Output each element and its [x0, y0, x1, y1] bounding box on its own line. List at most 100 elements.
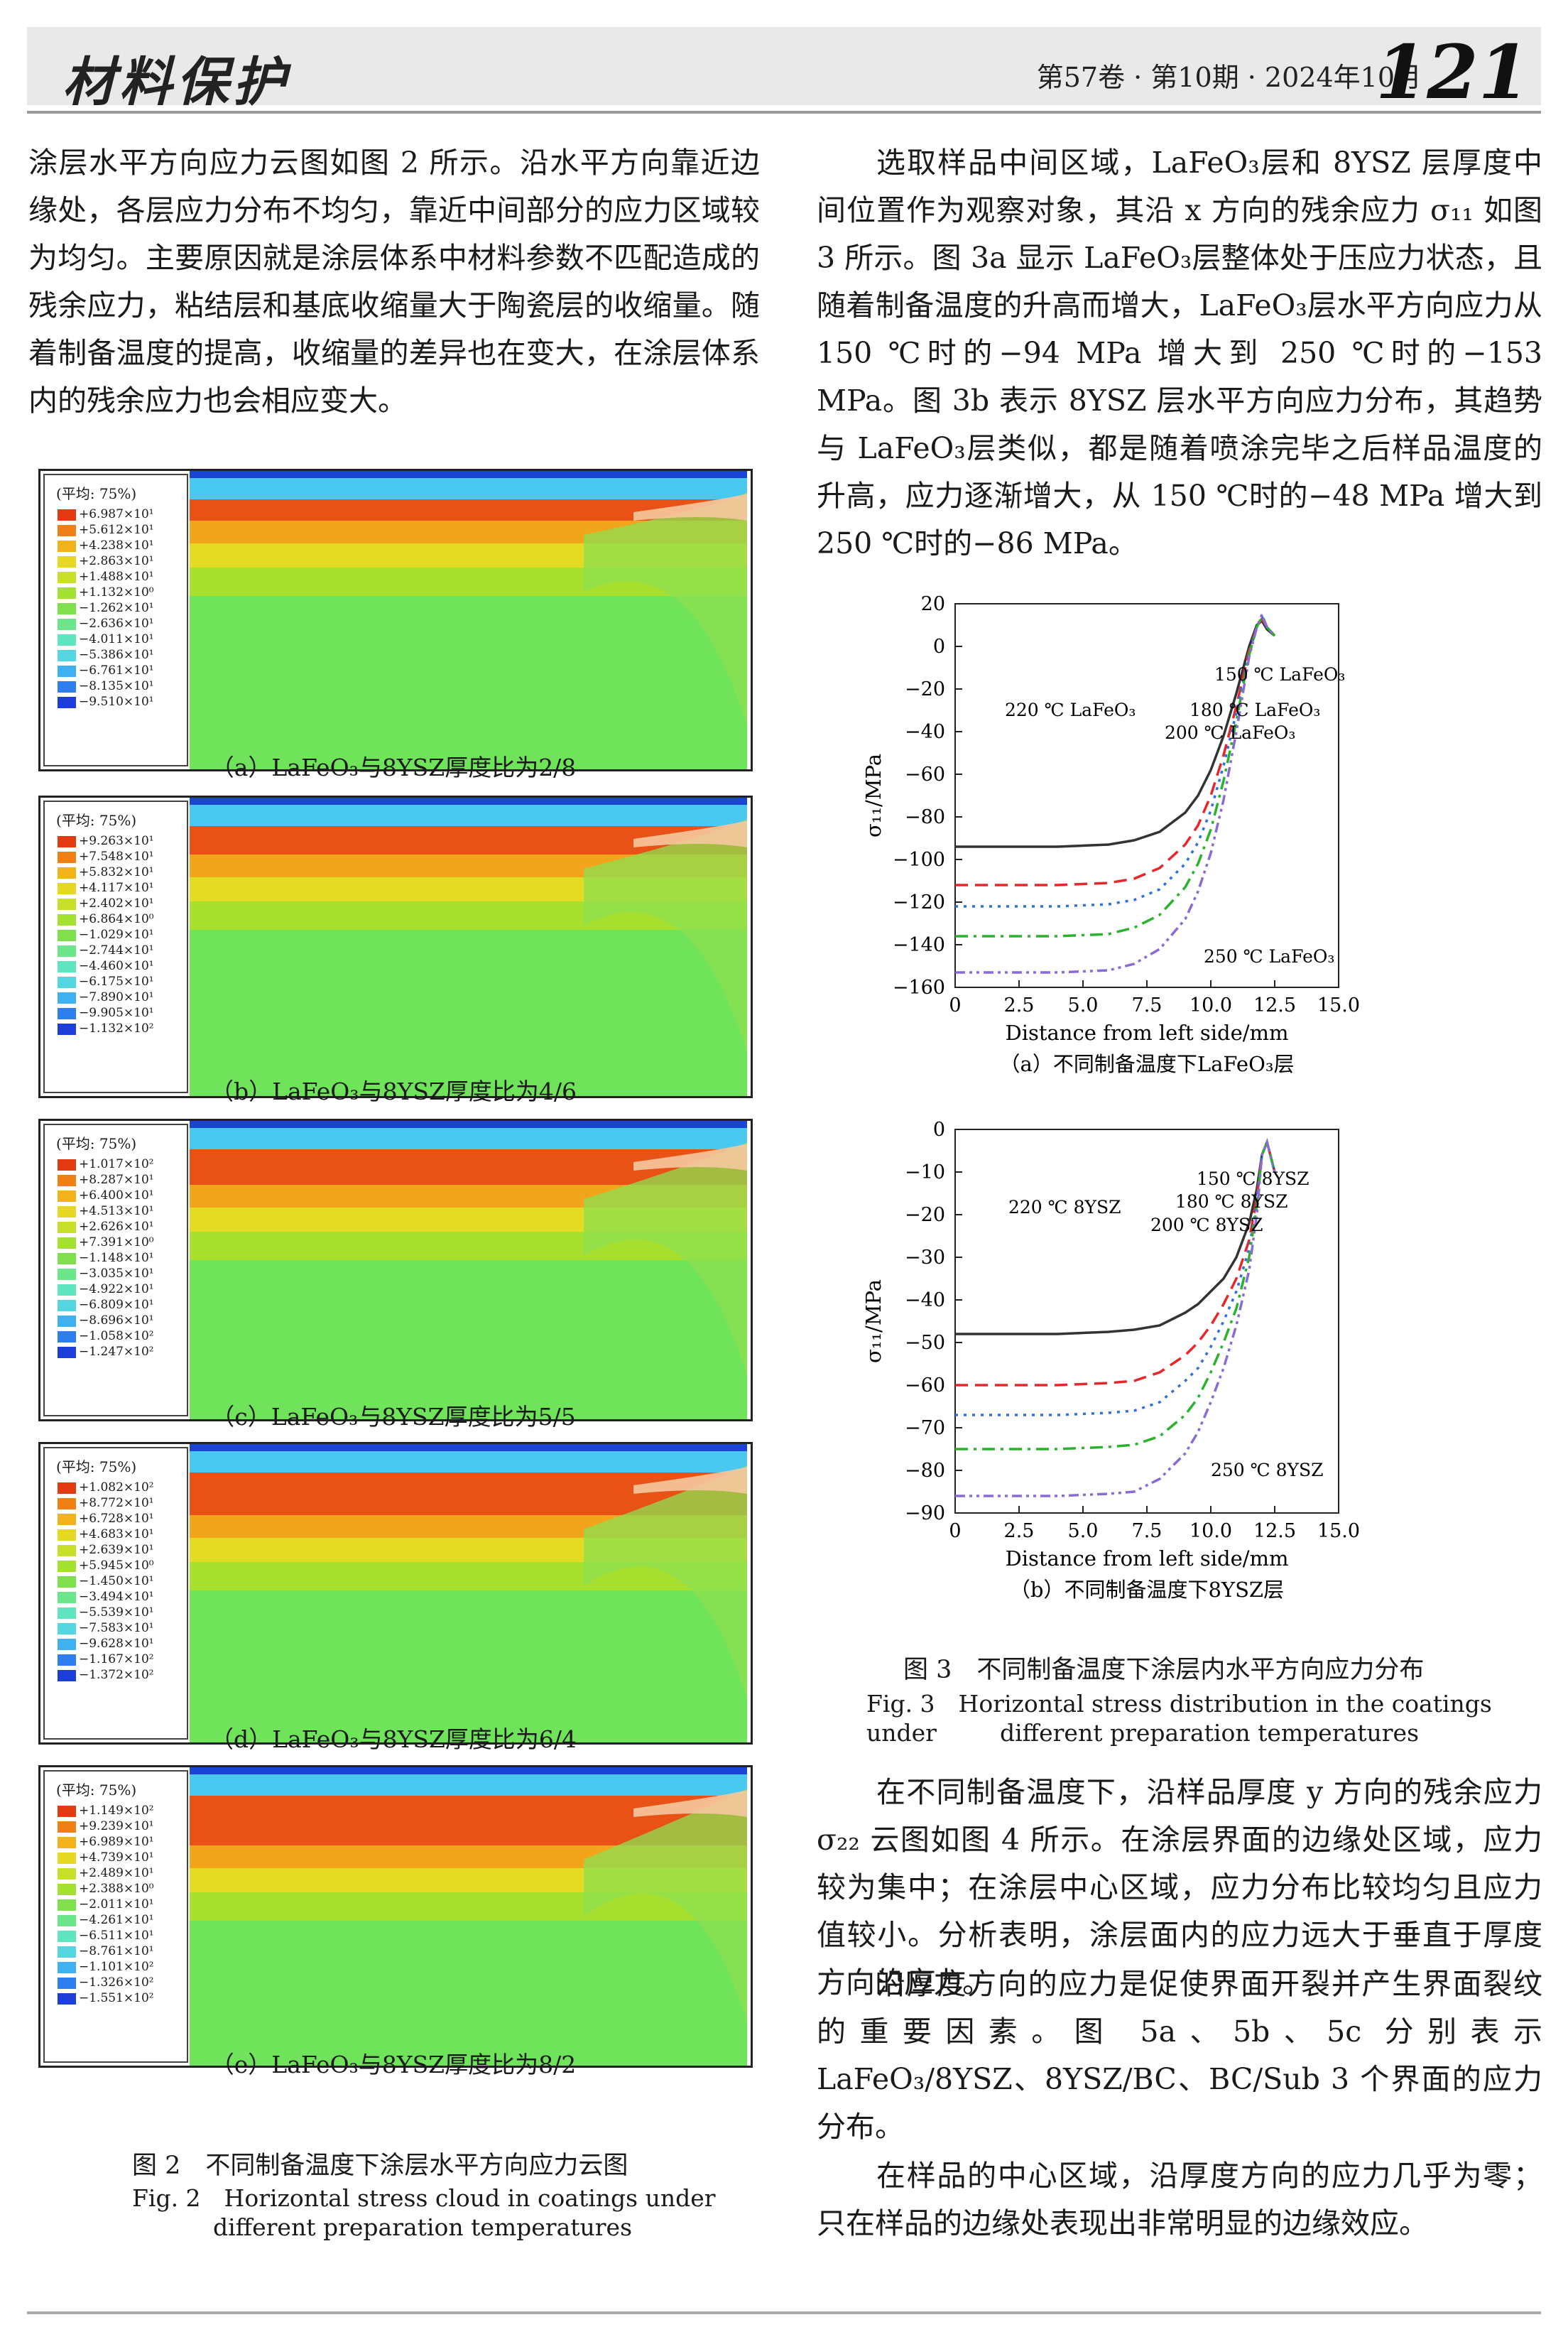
legend-value: +4.739×10¹ — [79, 1850, 154, 1865]
legend-swatch — [58, 1498, 76, 1509]
y-tick-label: 0 — [933, 636, 945, 658]
paragraph-fig4-description: 在不同制备温度下，沿样品厚度 y 方向的残余应力 σ₂₂ 云图如图 4 所示。在… — [817, 1775, 1542, 2000]
legend-value: +4.117×10¹ — [79, 881, 154, 895]
chart-3a: 0 2.5 5.0 7.5 10.0 12.5 15.0 20 0 −20 −40 −60 −80 −10… — [861, 593, 1360, 1076]
legend-value: −6.809×10¹ — [79, 1298, 154, 1312]
chart-3b: 0 2.5 5.0 7.5 10.0 12.5 15.0 0 −10 −20 −30 −40 −50 −6… — [861, 1119, 1360, 1602]
legend-value: −7.583×10¹ — [79, 1621, 154, 1635]
legend-swatch — [58, 1806, 76, 1817]
legend-swatch — [58, 525, 76, 536]
legend-value: −1.326×10² — [79, 1975, 154, 1990]
legend-value: −1.101×10² — [79, 1960, 154, 1974]
y-tick-label: −30 — [905, 1247, 945, 1269]
legend-swatch — [58, 697, 76, 708]
legend-value: −9.905×10¹ — [79, 1006, 154, 1020]
series-line-2 — [955, 1138, 1276, 1416]
legend-value: +4.513×10¹ — [79, 1204, 154, 1218]
panel-caption-a: （a）LaFeO₃与8YSZ厚度比为2/8 — [210, 754, 577, 781]
legend-swatch — [58, 1993, 76, 2005]
legend-value: −5.539×10¹ — [79, 1605, 154, 1620]
legend-swatch — [58, 587, 76, 599]
journal-logo: 材料保护 — [62, 52, 290, 113]
legend-swatch — [58, 930, 76, 941]
legend-swatch — [58, 992, 76, 1004]
legend-value: −1.167×10² — [79, 1652, 154, 1666]
legend-value: −2.636×10¹ — [79, 617, 154, 631]
legend-value: −4.460×10¹ — [79, 959, 154, 973]
legend-value: +2.388×10⁰ — [79, 1882, 154, 1896]
y-tick-label: −40 — [905, 721, 945, 743]
legend-swatch — [58, 1654, 76, 1666]
legend-swatch — [58, 1962, 76, 1973]
legend-value: −5.386×10¹ — [79, 648, 154, 662]
x-axis-label: Distance from left side/mm — [1005, 1021, 1288, 1045]
legend-value: +6.400×10¹ — [79, 1188, 154, 1203]
legend-title: (平均: 75%) — [56, 812, 137, 829]
legend-swatch — [58, 1561, 76, 1572]
legend-value: −4.922×10¹ — [79, 1282, 154, 1296]
legend-value: +5.945×10⁰ — [79, 1558, 154, 1573]
legend-value: −1.148×10¹ — [79, 1251, 154, 1265]
legend-swatch — [58, 1316, 76, 1327]
legend-swatch — [58, 572, 76, 583]
stress-contour-plot — [190, 1767, 747, 2066]
legend-value: +6.987×10¹ — [79, 507, 154, 521]
legend-value: +1.132×10⁰ — [79, 585, 154, 600]
series-line-3 — [955, 1138, 1276, 1450]
y-tick-label: −80 — [905, 1460, 945, 1482]
stress-legend: (平均: 75%) +1.149×10² +9.239×10¹ +6.989×10¹ +… — [43, 1770, 188, 2063]
y-tick-label: −50 — [905, 1332, 945, 1354]
legend-swatch — [58, 634, 76, 646]
legend-swatch — [58, 666, 76, 677]
legend-value: +4.238×10¹ — [79, 538, 154, 553]
y-tick-label: −90 — [905, 1502, 945, 1524]
legend-swatch — [58, 1821, 76, 1833]
legend-value: −2.744×10¹ — [79, 943, 154, 958]
legend-value: −1.262×10¹ — [79, 601, 154, 615]
y-axis-label: σ₁₁/MPa — [861, 1279, 886, 1363]
x-tick-label: 15.0 — [1317, 994, 1360, 1016]
legend-value: −3.035×10¹ — [79, 1267, 154, 1281]
legend-swatch — [58, 556, 76, 568]
y-tick-label: −20 — [905, 678, 945, 700]
legend-swatch — [58, 914, 76, 926]
legend-value: −4.261×10¹ — [79, 1913, 154, 1927]
x-tick-label: 10.0 — [1189, 994, 1232, 1016]
series-line-4 — [955, 611, 1276, 974]
stress-cloud-panel-a: (平均: 75%) +6.987×10¹ +5.612×10¹ +4.238×10¹ +… — [38, 469, 753, 771]
legend-value: +1.488×10¹ — [79, 570, 154, 584]
legend-swatch — [58, 1545, 76, 1556]
legend-value: −1.372×10² — [79, 1668, 154, 1682]
x-tick-label: 5.0 — [1068, 994, 1099, 1016]
fig2-caption-zh: 图 2 不同制备温度下涂层水平方向应力云图 — [132, 2152, 628, 2180]
legend-swatch — [58, 1576, 76, 1588]
legend-swatch — [58, 1191, 76, 1202]
legend-value: −6.175×10¹ — [79, 975, 154, 989]
footer-rule — [27, 2311, 1541, 2314]
header-bar — [27, 27, 1541, 105]
x-tick-label: 12.5 — [1253, 1520, 1296, 1542]
legend-value: −6.511×10¹ — [79, 1929, 154, 1943]
legend-swatch — [58, 1946, 76, 1958]
legend-swatch — [58, 1837, 76, 1848]
stress-legend: (平均: 75%) +1.082×10² +8.772×10¹ +6.728×10¹ +… — [43, 1447, 188, 1740]
paragraph-fig3-description: 选取样品中间区域，LaFeO₃层和 8YSZ 层厚度中间位置作为观察对象，其沿 … — [817, 146, 1542, 560]
legend-swatch — [58, 619, 76, 630]
stress-cloud-panel-e: (平均: 75%) +1.149×10² +9.239×10¹ +6.989×10¹ +… — [38, 1765, 753, 2068]
legend-swatch — [58, 1639, 76, 1650]
legend-swatch — [58, 836, 76, 847]
series-line-2 — [955, 613, 1276, 908]
legend-value: +8.772×10¹ — [79, 1496, 154, 1510]
legend-value: +1.149×10² — [79, 1804, 154, 1818]
x-tick-label: 2.5 — [1004, 994, 1035, 1016]
legend-swatch — [58, 961, 76, 972]
fig3-caption-en-line2: different preparation temperatures — [1000, 1719, 1420, 1747]
y-tick-label: −120 — [893, 891, 945, 913]
legend-value: −4.011×10¹ — [79, 632, 154, 646]
x-tick-label: 10.0 — [1189, 1520, 1232, 1542]
y-axis-label: σ₁₁/MPa — [861, 754, 886, 837]
legend-swatch — [58, 1514, 76, 1525]
series-label-1: 180 ℃ 8YSZ — [1175, 1191, 1287, 1212]
legend-value: +9.239×10¹ — [79, 1819, 154, 1833]
legend-value: −1.029×10¹ — [79, 928, 154, 942]
